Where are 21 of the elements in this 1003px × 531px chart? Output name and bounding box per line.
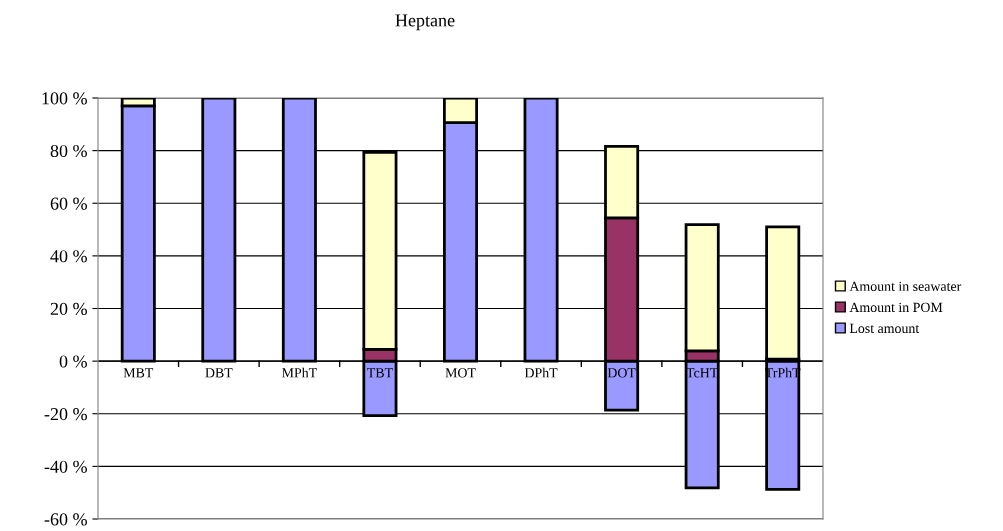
y-tick-label: -60 %: [44, 513, 87, 526]
y-tick-label: 100 %: [42, 92, 87, 105]
x-tick-label: DOT: [607, 368, 636, 378]
x-tick-label: TcHT: [686, 368, 719, 378]
y-tick-label: 0 %: [59, 355, 87, 368]
chart-title: Heptane: [395, 14, 455, 31]
y-tick-label: -20 %: [44, 408, 87, 421]
x-tick-label: MBT: [123, 368, 154, 378]
legend-label: Amount in seawater: [849, 281, 962, 292]
y-tick-label: 80 %: [50, 144, 87, 158]
y-tick-label: 20 %: [50, 302, 87, 315]
y-tick-label: -40 %: [44, 460, 87, 473]
x-tick-label: DBT: [205, 368, 233, 378]
x-tick-label: DPhT: [524, 367, 558, 378]
x-tick-label: TBT: [367, 368, 393, 378]
x-tick-label: MOT: [445, 368, 476, 378]
y-tick-label: 40 %: [50, 250, 87, 263]
y-tick-label: 60 %: [50, 197, 87, 210]
x-tick-label: MPhT: [282, 367, 317, 378]
legend-label: Lost amount: [849, 323, 920, 334]
legend-label: Amount in POM: [849, 302, 943, 313]
